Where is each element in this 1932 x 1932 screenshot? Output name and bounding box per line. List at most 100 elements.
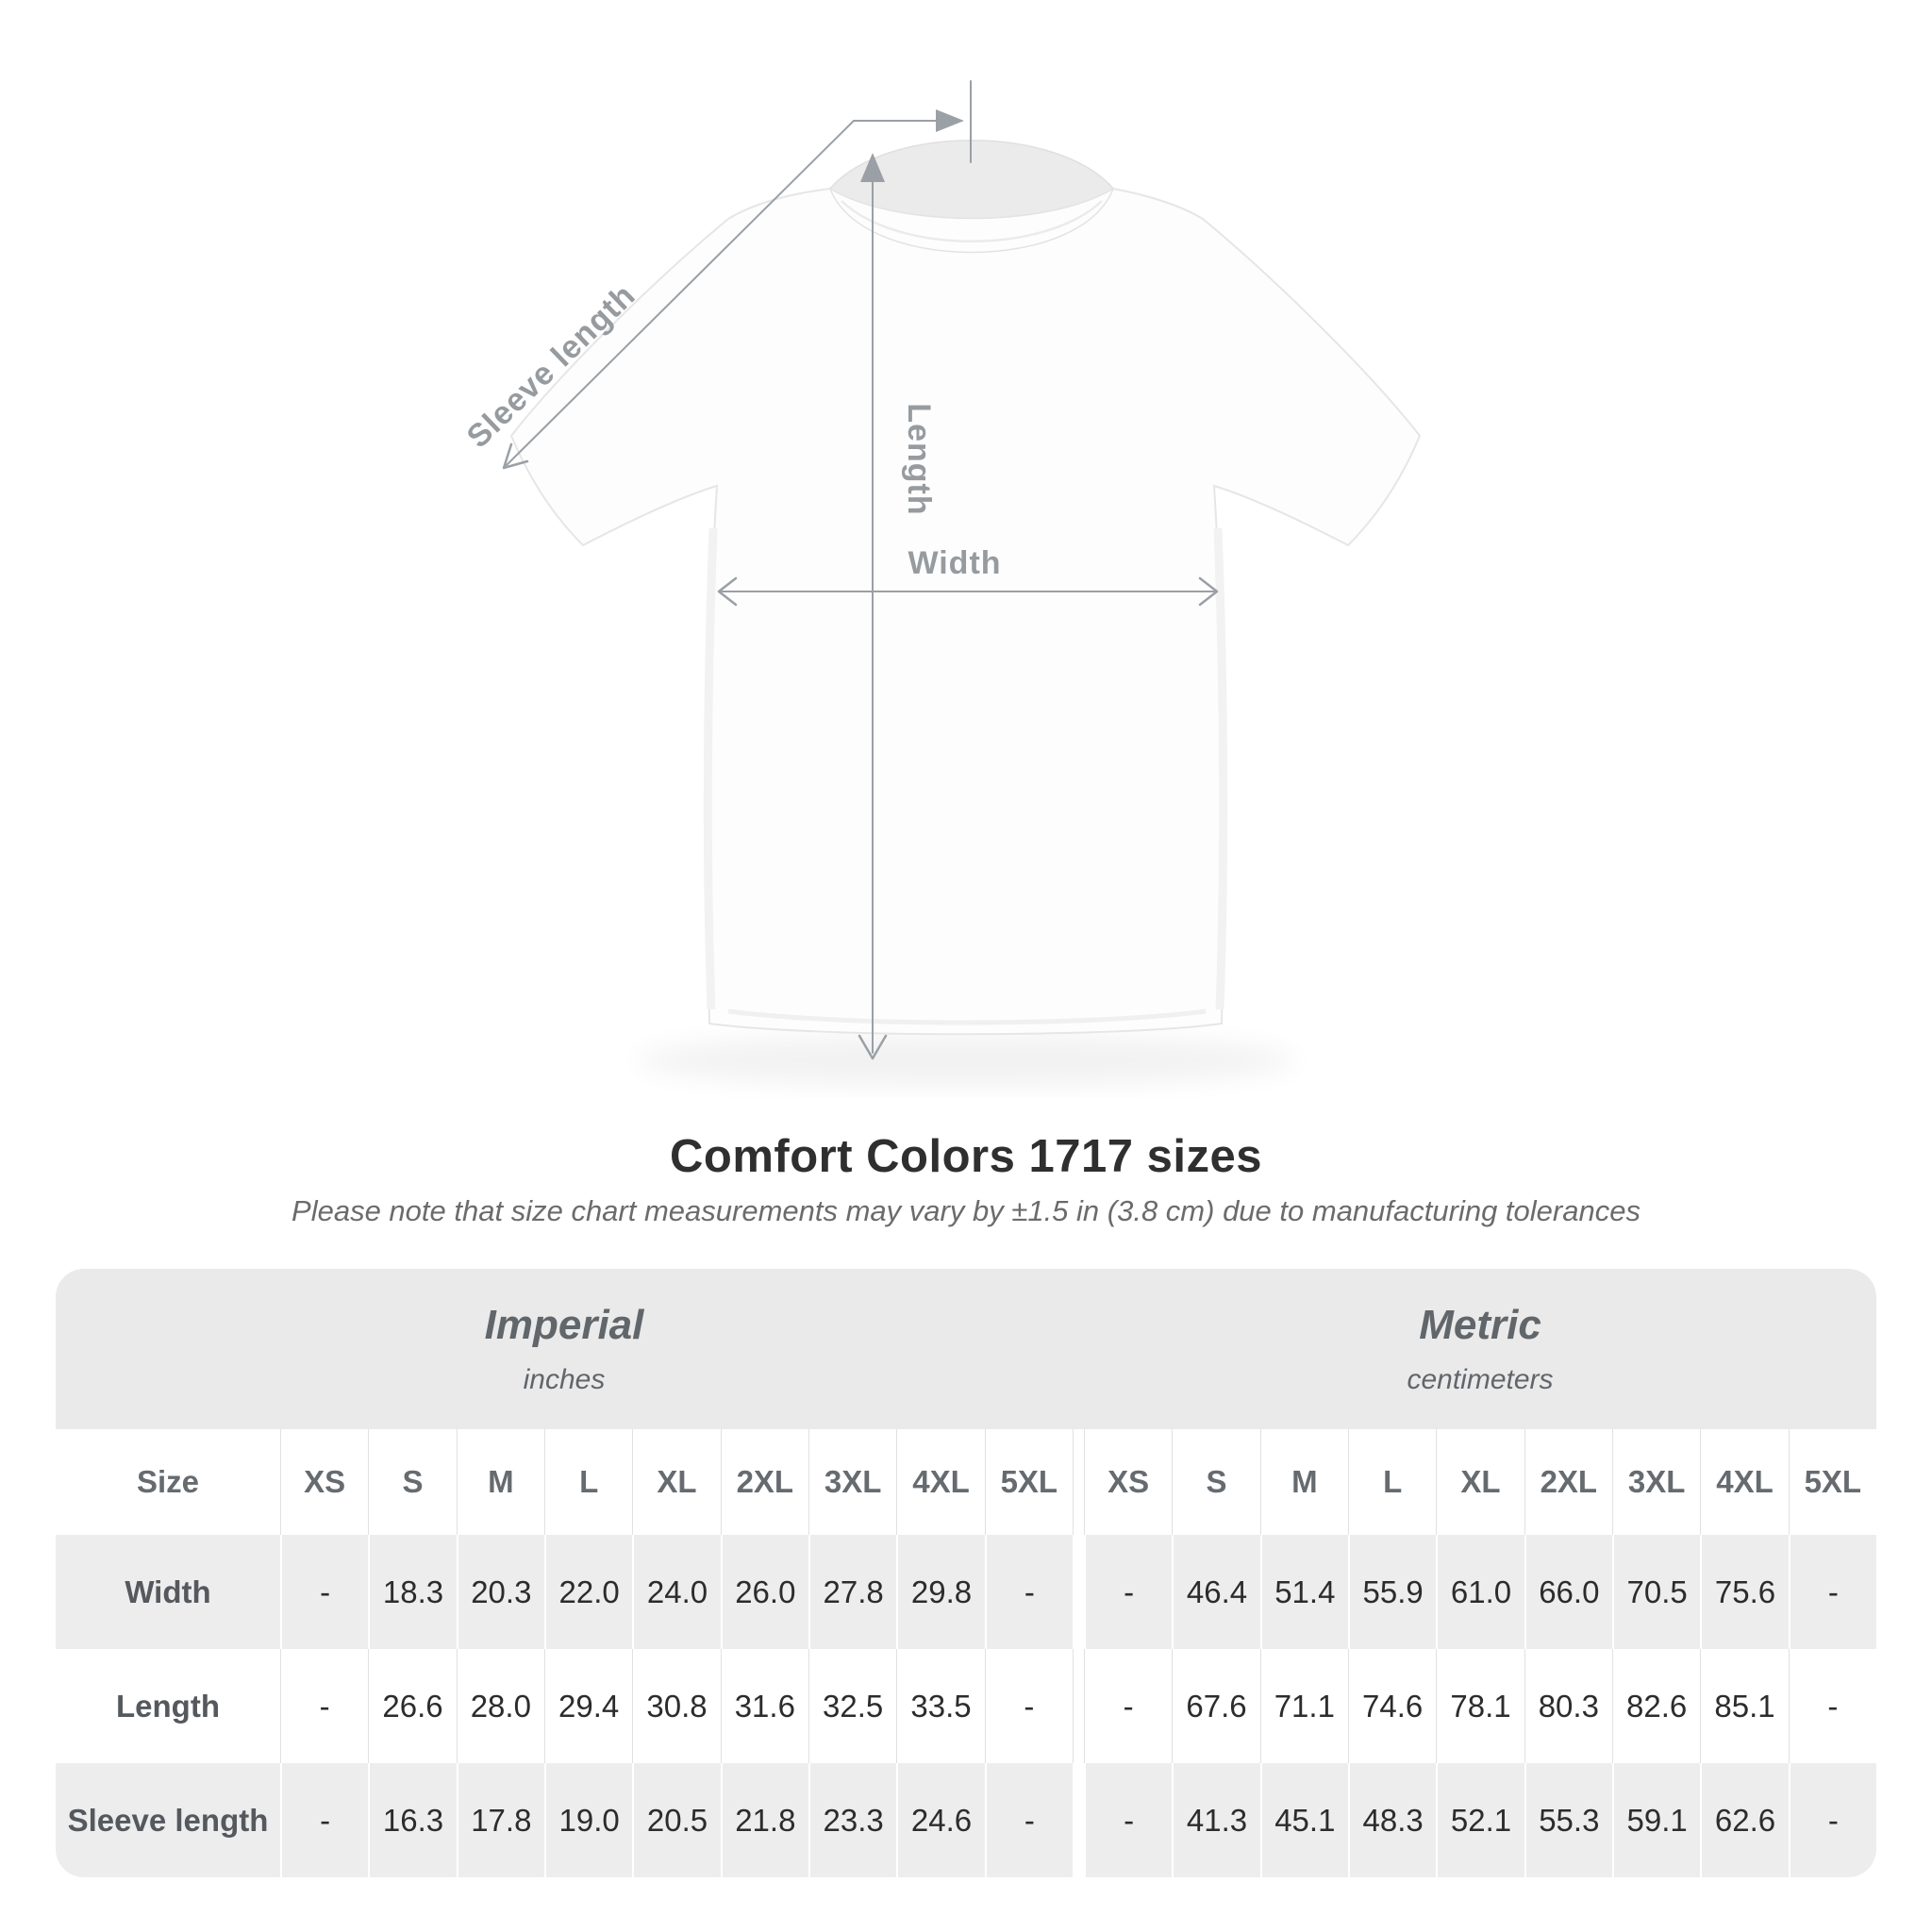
width-imp-2xl: 26.0 [720,1535,808,1649]
sleeve-imp-l: 19.0 [544,1763,633,1877]
sleeve-met-4xl: 62.6 [1700,1763,1789,1877]
tolerance-note: Please note that size chart measurements… [291,1194,1641,1227]
length-imp-3xl: 32.5 [808,1649,897,1763]
size-column-header: Size [56,1429,280,1535]
row-label-length: Length [56,1649,280,1763]
imperial-size-2xl: 2XL [720,1429,808,1535]
sleeve-imp-s: 16.3 [368,1763,457,1877]
width-met-s: 46.4 [1172,1535,1260,1649]
imperial-size-xl: XL [632,1429,721,1535]
metric-size-xl: XL [1436,1429,1524,1535]
sleeve-met-xl: 52.1 [1436,1763,1524,1877]
column-gap [1073,1649,1084,1763]
sleeve-met-m: 45.1 [1259,1763,1348,1877]
length-met-xl: 78.1 [1436,1649,1524,1763]
imperial-size-4xl: 4XL [896,1429,985,1535]
sleeve-met-l: 48.3 [1348,1763,1437,1877]
width-label: Width [908,545,1001,581]
width-imp-xl: 24.0 [632,1535,721,1649]
size-table: Imperial inches Metric centimeters Size … [56,1269,1876,1877]
width-met-2xl: 66.0 [1524,1535,1612,1649]
band-gap [1073,1269,1084,1429]
length-imp-xs: - [280,1649,369,1763]
width-imp-l: 22.0 [544,1535,633,1649]
sleeve-met-2xl: 55.3 [1524,1763,1612,1877]
length-met-s: 67.6 [1172,1649,1260,1763]
metric-size-2xl: 2XL [1524,1429,1612,1535]
metric-title: Metric [1419,1302,1541,1348]
length-imp-xl: 30.8 [632,1649,721,1763]
tshirt-measurement-diagram: Sleeve length Length Width [460,80,1422,1087]
arrow-left-icon [717,576,738,607]
metric-unit: centimeters [1407,1364,1554,1395]
arrow-down-icon [858,1034,888,1060]
collar-stitch [841,200,1103,242]
tshirt-body [509,140,1422,1036]
length-met-3xl: 82.6 [1612,1649,1701,1763]
metric-size-3xl: 3XL [1612,1429,1701,1535]
sleeve-met-3xl: 59.1 [1612,1763,1701,1877]
width-met-5xl: - [1788,1535,1876,1649]
sleeve-imp-2xl: 21.8 [720,1763,808,1877]
length-met-xs: - [1084,1649,1173,1763]
metric-size-xs: XS [1084,1429,1173,1535]
metric-size-s: S [1172,1429,1260,1535]
sleeve-met-s: 41.3 [1172,1763,1260,1877]
metric-size-5xl: 5XL [1788,1429,1876,1535]
sleeve-imp-m: 17.8 [456,1763,544,1877]
imperial-title: Imperial [484,1302,644,1348]
metric-section-header: Metric centimeters [1084,1269,1876,1429]
arrow-down-left-icon [502,442,529,470]
fold-line [1213,527,1228,1010]
length-imp-4xl: 33.5 [896,1649,985,1763]
length-imp-m: 28.0 [456,1649,544,1763]
length-met-l: 74.6 [1348,1649,1437,1763]
imperial-unit: inches [523,1364,606,1395]
sleeve-met-5xl: - [1788,1763,1876,1877]
width-imp-s: 18.3 [368,1535,457,1649]
width-met-3xl: 70.5 [1612,1535,1701,1649]
width-imp-4xl: 29.8 [896,1535,985,1649]
length-met-5xl: - [1788,1649,1876,1763]
width-met-xs: - [1084,1535,1173,1649]
width-imp-3xl: 27.8 [808,1535,897,1649]
length-imp-2xl: 31.6 [720,1649,808,1763]
length-imp-l: 29.4 [544,1649,633,1763]
imperial-section-header: Imperial inches [56,1269,1073,1429]
imperial-size-s: S [368,1429,457,1535]
metric-size-l: L [1348,1429,1437,1535]
width-met-m: 51.4 [1259,1535,1348,1649]
sleeve-imp-3xl: 23.3 [808,1763,897,1877]
length-imp-s: 26.6 [368,1649,457,1763]
column-gap [1073,1763,1084,1877]
imperial-size-xs: XS [280,1429,369,1535]
arrow-right-icon [936,109,964,132]
imperial-size-m: M [456,1429,544,1535]
width-met-4xl: 75.6 [1700,1535,1789,1649]
width-imp-xs: - [280,1535,369,1649]
length-met-m: 71.1 [1259,1649,1348,1763]
sleeve-met-xs: - [1084,1763,1173,1877]
fold-line [703,527,718,1010]
shirt-shadow [636,1034,1296,1087]
sleeve-imp-4xl: 24.6 [896,1763,985,1877]
metric-size-m: M [1259,1429,1348,1535]
imperial-size-l: L [544,1429,633,1535]
sleeve-length-line [506,120,855,466]
page-title: Comfort Colors 1717 sizes [670,1131,1262,1182]
length-met-2xl: 80.3 [1524,1649,1612,1763]
column-gap [1073,1429,1084,1535]
length-imp-5xl: - [984,1649,1073,1763]
metric-size-4xl: 4XL [1700,1429,1789,1535]
row-label-width: Width [56,1535,280,1649]
sleeve-imp-xs: - [280,1763,369,1877]
sleeve-imp-xl: 20.5 [632,1763,721,1877]
width-met-l: 55.9 [1348,1535,1437,1649]
arrow-up-icon [860,153,885,182]
column-gap [1073,1535,1084,1649]
collar-band [828,187,1115,254]
length-met-4xl: 85.1 [1700,1649,1789,1763]
width-imp-5xl: - [984,1535,1073,1649]
arrow-right-icon [1198,576,1219,607]
